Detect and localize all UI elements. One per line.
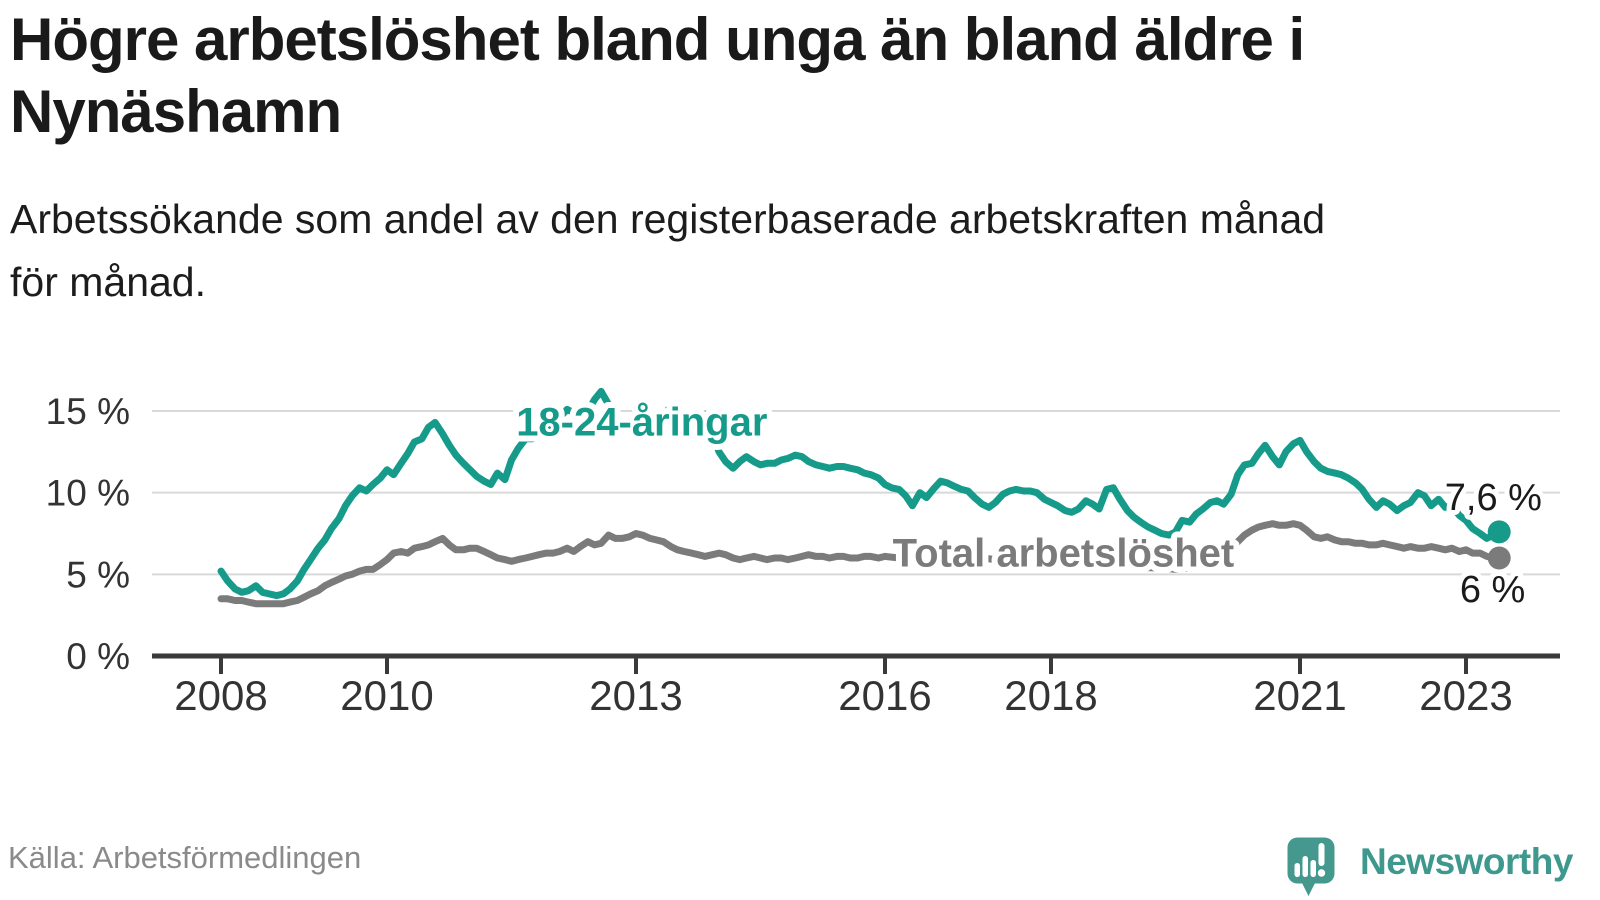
end-value-label-total-arbetslöshet: 6 % <box>1460 569 1525 611</box>
chart-subtitle-line1: Arbetssökande som andel av den registerb… <box>10 196 1326 242</box>
y-tick-label-15: 15 % <box>46 391 130 432</box>
y-tick-label-10: 10 % <box>46 473 130 514</box>
page-title: Högre arbetslöshet bland unga än bland ä… <box>10 6 1305 145</box>
x-tick-label-2016: 2016 <box>838 672 931 719</box>
end-dot-total-arbetslöshet <box>1487 546 1511 570</box>
x-tick-label-2018: 2018 <box>1004 672 1097 719</box>
x-tick-label-2008: 2008 <box>174 672 267 719</box>
newsworthy-logo-icon <box>1287 837 1335 896</box>
series-line-total-arbetslöshet <box>217 520 1503 608</box>
series-lines <box>217 387 1503 608</box>
series-line-18-24-åringar <box>217 387 1503 600</box>
chart-labels: Total arbetslöshet 6 % 18-24-åringar 7,6 % <box>510 395 1547 616</box>
x-tick-label-2021: 2021 <box>1253 672 1346 719</box>
series-label-total-arbetslöshet: Total arbetslöshet <box>893 531 1235 575</box>
series-label-18-24-åringar: 18-24-åringar <box>516 401 767 445</box>
speech-bubble-icon <box>1287 837 1335 896</box>
newsworthy-wordmark: Newsworthy <box>1360 841 1573 882</box>
y-tick-label-5: 5 % <box>66 554 130 595</box>
source-credit: Källa: Arbetsförmedlingen <box>8 840 362 875</box>
x-tick-label-2010: 2010 <box>340 672 433 719</box>
y-tick-label-0: 0 % <box>66 636 130 677</box>
chart-subtitle: Arbetssökande som andel av den registerb… <box>10 188 1555 314</box>
x-tick-label-2023: 2023 <box>1419 672 1512 719</box>
chart-subtitle-line2: för månad. <box>10 259 206 305</box>
end-dot-18-24-åringar <box>1487 520 1511 544</box>
gridlines: 0 % 5 % 10 % 15 % <box>46 391 1560 677</box>
end-value-label-18-24-åringar: 7,6 % <box>1445 477 1542 519</box>
x-axis: 2008 2010 2013 2016 2018 2021 2023 <box>152 653 1560 719</box>
x-tick-label-2013: 2013 <box>589 672 682 719</box>
